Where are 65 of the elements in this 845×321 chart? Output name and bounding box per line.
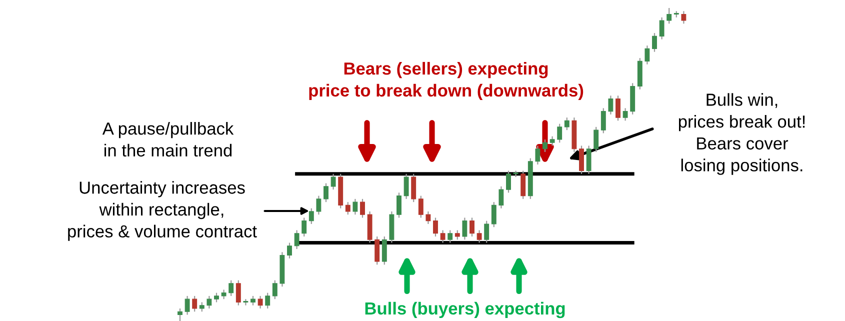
candlestick (404, 173, 409, 200)
candlestick (550, 136, 555, 146)
candlestick (324, 182, 328, 203)
candlestick (484, 220, 490, 244)
candlestick (214, 292, 219, 303)
candlestick (265, 292, 270, 310)
candlestick (374, 236, 380, 266)
candlestick (454, 230, 460, 240)
candlestick (396, 192, 402, 218)
candlestick (199, 302, 204, 312)
candlestick (498, 186, 504, 209)
candlestick (308, 208, 314, 225)
candlestick (228, 280, 234, 297)
annotation: Bulls win, prices break out! Bears cover losing positions. (678, 93, 805, 175)
candlestick (594, 126, 599, 153)
candlestick (462, 217, 468, 240)
candlestick (360, 198, 365, 218)
candlestick (418, 195, 424, 218)
candlestick (557, 123, 562, 144)
candlestick (382, 236, 387, 266)
candlestick (287, 242, 292, 259)
candlestick (586, 145, 592, 174)
annotation: Uncertainty increases within rectangle, prices & volume contract (68, 181, 257, 241)
candlestick (659, 16, 664, 40)
candlestick (352, 198, 358, 216)
candlestick (272, 280, 278, 300)
candlestick (520, 170, 526, 200)
candlestick (294, 230, 300, 250)
candlestick (476, 230, 482, 244)
candlestick (491, 202, 496, 228)
candlestick (535, 145, 540, 166)
candlestick (426, 210, 431, 225)
candlestick (448, 230, 453, 244)
annotation: Bulls (buyers) expecting (365, 302, 565, 318)
candlestick (236, 280, 241, 306)
candlestick (178, 308, 182, 321)
candlestick (506, 170, 511, 194)
candlestick (600, 108, 606, 134)
candlestick (579, 145, 584, 174)
candlestick (184, 295, 190, 316)
candlestick (258, 295, 263, 310)
candlestick (622, 108, 628, 122)
annotation: A pause/pullback in the main trend (102, 122, 234, 157)
candlestick (513, 170, 518, 178)
candlestick (330, 173, 336, 190)
candlestick (644, 45, 650, 65)
candlestick (616, 95, 620, 122)
candlestick (652, 32, 657, 52)
candlestick (433, 217, 438, 238)
candlestick (302, 217, 307, 238)
annotation: Bears (sellers) expecting price to break down (downwards) (309, 62, 584, 100)
candlestick (411, 173, 416, 203)
candlestick (345, 202, 350, 216)
candlestick (440, 230, 446, 244)
candlestick (192, 295, 198, 312)
candlestick (316, 195, 322, 216)
candlestick (666, 7, 672, 24)
candlestick (221, 289, 226, 300)
candlestick (681, 10, 686, 24)
candlestick (250, 295, 256, 306)
candlestick (470, 217, 474, 238)
candlestick (564, 116, 570, 131)
candlestick (206, 295, 212, 310)
candlestick (243, 298, 248, 306)
candlestick (608, 95, 614, 115)
